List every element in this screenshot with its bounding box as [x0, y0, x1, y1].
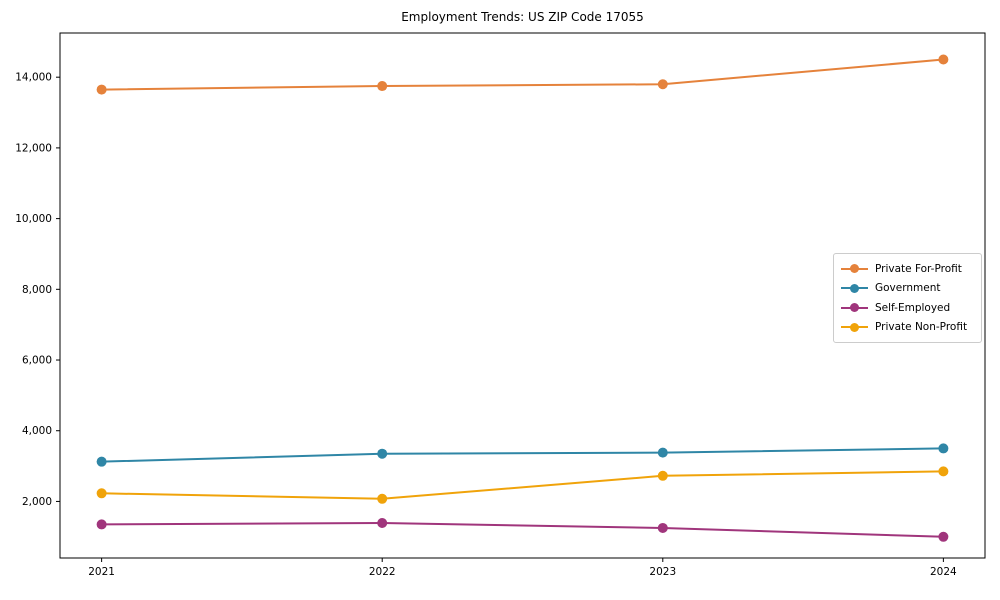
data-point-marker	[96, 84, 107, 95]
data-point-marker	[657, 522, 668, 533]
y-axis-tick-label: 8,000	[22, 284, 52, 296]
legend-line-marker-icon	[841, 303, 868, 313]
data-point-marker	[96, 519, 107, 530]
x-axis-tick-label: 2022	[369, 566, 396, 578]
data-point-marker	[377, 518, 388, 528]
data-point-marker	[377, 493, 388, 504]
legend-item: Self-Employed	[841, 298, 973, 318]
plot-border	[59, 32, 986, 559]
legend: Private For-Profit Government Self-Employe…	[833, 253, 982, 343]
y-axis-tick-label: 10,000	[15, 213, 52, 225]
series-line	[101, 470, 944, 500]
data-point-marker	[938, 54, 949, 65]
legend-item-label: Private For-Profit	[875, 262, 962, 275]
y-axis-tick-label: 6,000	[22, 355, 52, 367]
data-point-marker	[938, 466, 949, 477]
data-point-marker	[938, 443, 949, 454]
data-point-marker	[377, 81, 388, 92]
data-point-marker	[96, 488, 107, 499]
series-line	[101, 447, 944, 463]
legend-line-marker-icon	[841, 322, 868, 332]
y-axis-tick-label: 4,000	[22, 425, 52, 437]
legend-item: Government	[841, 279, 973, 299]
series-line	[101, 521, 944, 538]
legend-line-marker-icon	[841, 283, 868, 293]
data-point-marker	[96, 456, 107, 467]
legend-item: Private For-Profit	[841, 259, 973, 279]
x-axis-tick-label: 2024	[930, 566, 957, 578]
data-point-marker	[657, 447, 668, 458]
data-point-marker	[377, 448, 388, 459]
legend-line-marker-icon	[841, 264, 868, 274]
y-axis-tick-label: 12,000	[15, 142, 52, 154]
x-axis-tick-label: 2023	[649, 566, 676, 578]
data-point-marker	[657, 79, 668, 90]
legend-item: Private Non-Profit	[841, 318, 973, 338]
legend-item-label: Self-Employed	[875, 301, 951, 314]
y-axis-tick-label: 14,000	[15, 72, 52, 84]
data-point-marker	[657, 470, 668, 481]
legend-item-label: Government	[875, 282, 941, 294]
data-point-marker	[938, 531, 949, 542]
x-axis-tick-label: 2021	[88, 566, 115, 578]
y-axis-tick-label: 2,000	[22, 496, 52, 508]
series-line	[101, 58, 944, 91]
chart-title: Employment Trends: US ZIP Code 17055	[401, 10, 644, 24]
legend-item-label: Private Non-Profit	[875, 321, 968, 333]
